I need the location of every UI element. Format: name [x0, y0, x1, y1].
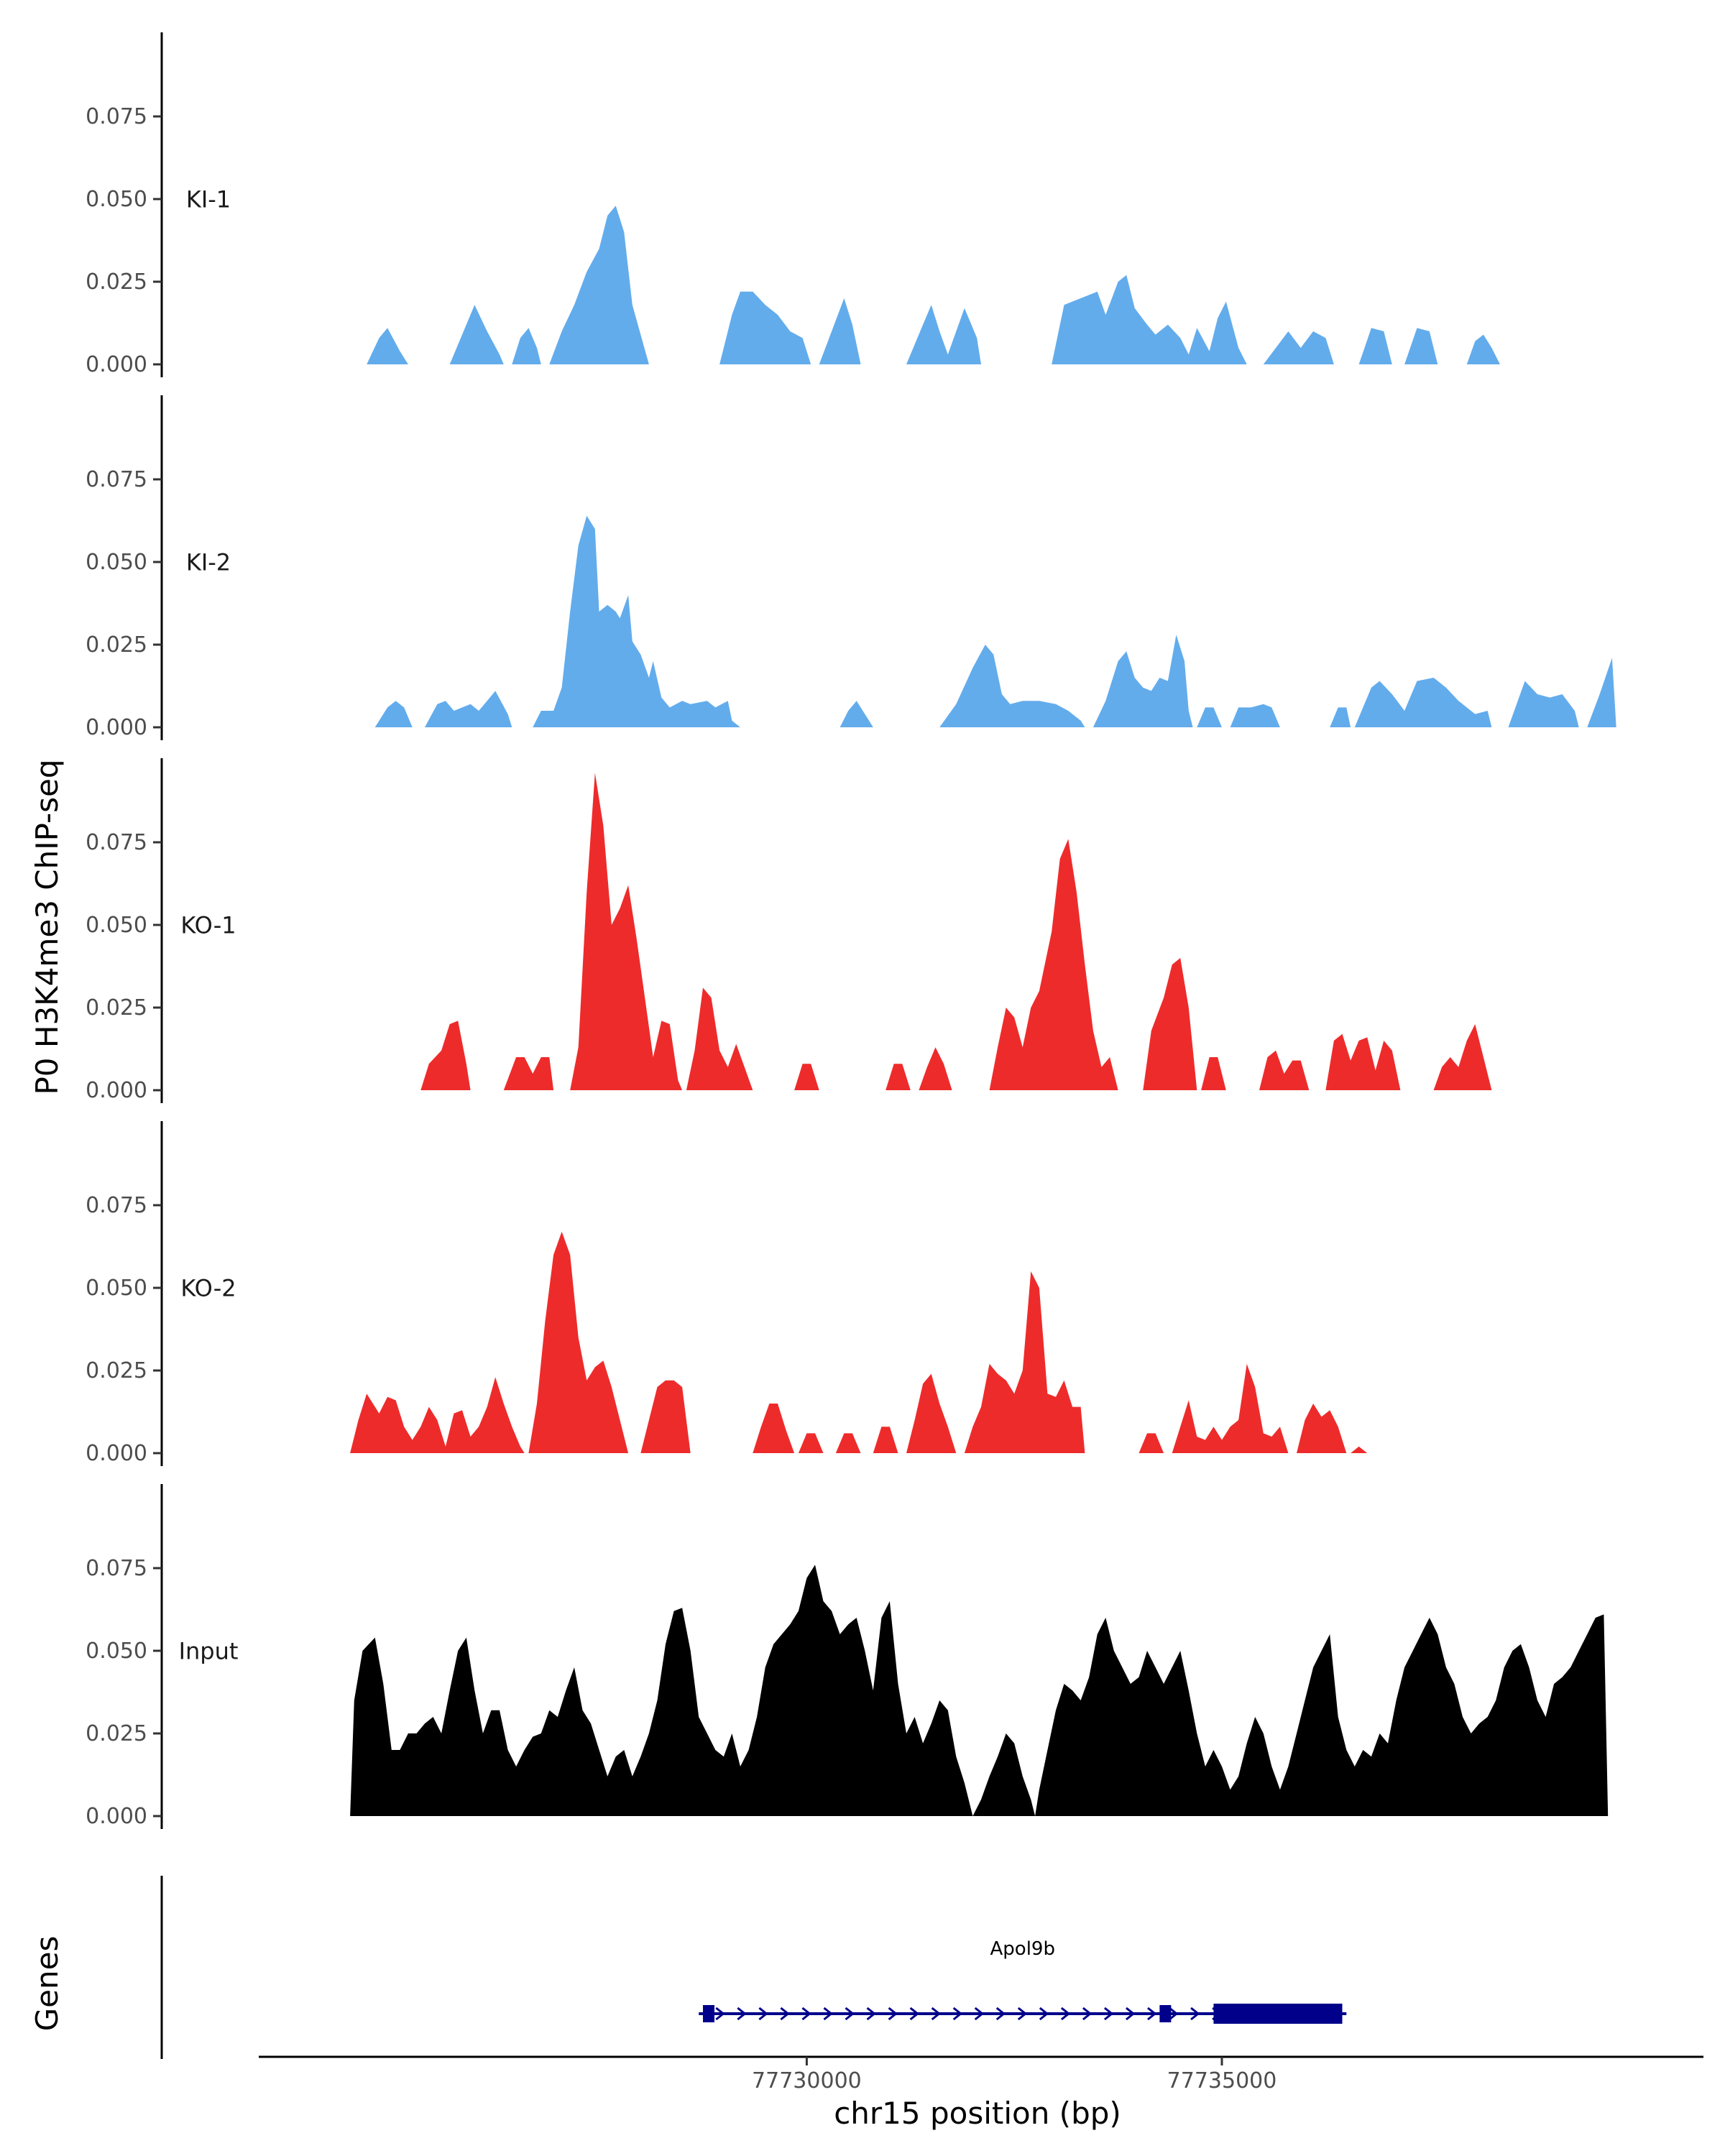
y-axis-title: P0 H3K4me3 ChIP-seq [29, 759, 65, 1095]
y-tick-label: 0.075 [86, 467, 147, 492]
strand-arrow [995, 2007, 1006, 2021]
gene-exon [703, 2005, 715, 2022]
y-tick-label: 0.075 [86, 1556, 147, 1581]
track-panel-ki-2: 0.000 0.025 0.050 0.075 KI-2 [86, 395, 1616, 740]
strand-arrow [1169, 2007, 1179, 2021]
y-tick-label: 0.050 [86, 550, 147, 575]
strand-arrow [1039, 2007, 1049, 2021]
gene-name-label: Apol9b [990, 1938, 1055, 1960]
y-tick-label: 0.050 [86, 1639, 147, 1664]
strand-arrow [758, 2007, 768, 2021]
strand-arrow [1103, 2007, 1114, 2021]
signal-area-ki-1 [367, 206, 1501, 364]
strand-arrow [1082, 2007, 1092, 2021]
y-tick-label: 0.000 [86, 1441, 147, 1466]
gene-exon [1159, 2005, 1172, 2022]
x-tick-label: 77735000 [1167, 2068, 1277, 2093]
strand-arrow [1060, 2007, 1071, 2021]
strand-arrow [1190, 2007, 1200, 2021]
track-label: KO-1 [180, 912, 236, 939]
y-tick-label: 0.075 [86, 1193, 147, 1218]
track-panel-ko-2: 0.000 0.025 0.050 0.075 KO-2 [86, 1121, 1368, 1466]
strand-arrow [952, 2007, 963, 2021]
x-axis: 77730000 77735000 [259, 2055, 1703, 2093]
strand-arrow [1125, 2007, 1136, 2021]
y-tick-label: 0.025 [86, 632, 147, 658]
y-tick-label: 0.050 [86, 1276, 147, 1301]
track-panel-input: 0.000 0.025 0.050 0.075 Input [86, 1484, 1609, 1829]
signal-area-input [350, 1565, 1609, 1816]
track-panel-ko-1: 0.000 0.025 0.050 0.075 KO-1 [86, 758, 1492, 1103]
strand-arrow [909, 2007, 919, 2021]
strand-arrow [974, 2007, 985, 2021]
y-tick-label: 0.000 [86, 715, 147, 740]
y-tick-label: 0.025 [86, 995, 147, 1021]
gene-track: Genes Apol9b [29, 1876, 1347, 2059]
strand-arrow [1147, 2007, 1157, 2021]
y-tick-label: 0.075 [86, 104, 147, 129]
y-tick-label: 0.000 [86, 1804, 147, 1829]
gene-exon [1213, 2004, 1343, 2024]
strand-arrow [823, 2007, 833, 2021]
x-tick-label: 77730000 [752, 2068, 862, 2093]
track-label: Input [179, 1638, 239, 1665]
signal-area-ko-1 [420, 773, 1492, 1090]
track-label: KI-2 [186, 549, 231, 576]
track-label: KO-2 [180, 1275, 236, 1302]
track-panel-ki-1: 0.000 0.025 0.050 0.075 KI-1 [86, 32, 1501, 377]
y-tick-label: 0.000 [86, 352, 147, 377]
x-axis-title: chr15 position (bp) [834, 2096, 1121, 2131]
y-tick-label: 0.000 [86, 1078, 147, 1103]
strand-arrow [931, 2007, 942, 2021]
gene-track-title: Genes [29, 1936, 65, 2032]
strand-arrow [888, 2007, 898, 2021]
y-tick-label: 0.025 [86, 1358, 147, 1383]
y-tick-label: 0.050 [86, 913, 147, 938]
strand-arrow [715, 2007, 725, 2021]
tracks-layer: 0.0000.0250.0500.075KI-10.0000.0250.0500… [86, 32, 1616, 1829]
signal-area-ki-2 [374, 515, 1616, 727]
strand-arrow [780, 2007, 790, 2021]
track-label: KI-1 [186, 186, 231, 213]
strand-arrow [866, 2007, 876, 2021]
y-tick-label: 0.050 [86, 187, 147, 212]
y-tick-label: 0.025 [86, 1721, 147, 1746]
strand-arrow [801, 2007, 811, 2021]
strand-arrow [1017, 2007, 1028, 2021]
strand-arrow [845, 2007, 855, 2021]
strand-arrow [737, 2007, 747, 2021]
y-tick-label: 0.075 [86, 830, 147, 855]
signal-area-ko-2 [350, 1231, 1368, 1453]
y-tick-label: 0.025 [86, 270, 147, 295]
